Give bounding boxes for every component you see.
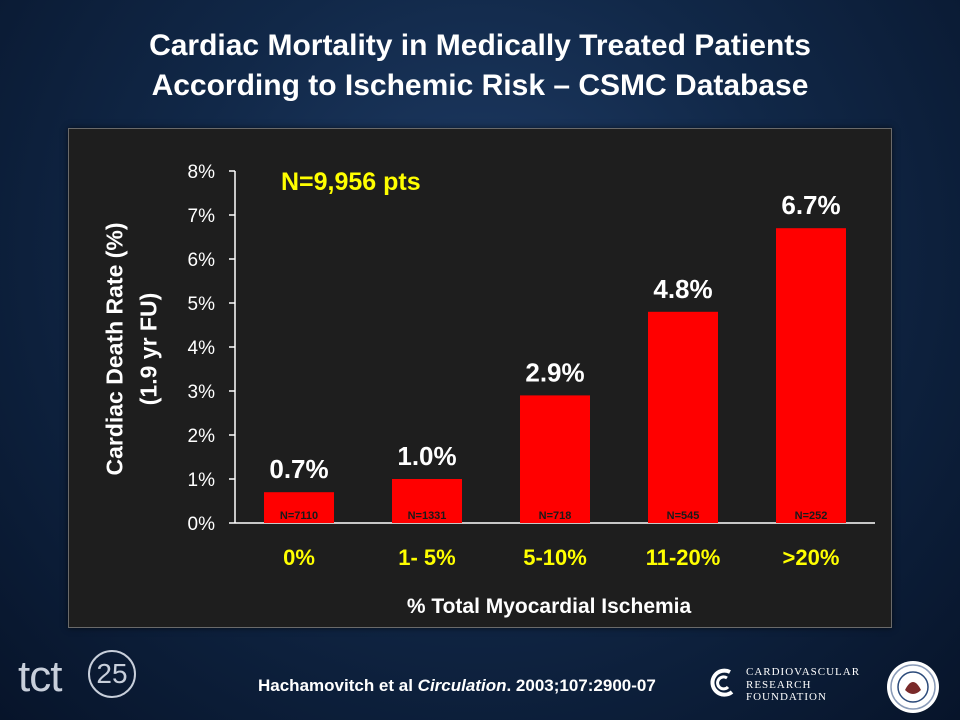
x-category-label: 1- 5%	[398, 545, 455, 570]
bar-value-label: 2.9%	[525, 357, 584, 387]
chart-panel: 0% 1% 2% 3% 4% 5% 6% 7% 8% 0.7% N=7110 0% 1.0% N=1331…	[68, 128, 892, 628]
bar	[392, 479, 462, 523]
y-tick-label: 1%	[188, 470, 216, 491]
citation-journal: Circulation	[417, 676, 507, 695]
y-tick-label: 7%	[188, 206, 216, 227]
bar	[648, 311, 718, 523]
bar-value-label: 4.8%	[653, 274, 712, 304]
bar-value-label: 6.7%	[781, 190, 840, 220]
crf-line-1: CARDIOVASCULAR	[746, 666, 861, 678]
tct-logo-number: 25	[88, 650, 136, 698]
y-tick-label: 2%	[188, 426, 216, 447]
slide-title: Cardiac Mortality in Medically Treated P…	[0, 26, 960, 106]
tct-logo-text: tct	[18, 652, 62, 701]
y-tick-label: 0%	[188, 514, 216, 535]
university-seal-icon	[887, 661, 939, 713]
bar	[520, 395, 590, 523]
bar-value-label: 0.7%	[269, 454, 328, 484]
crf-line-3: FOUNDATION	[746, 691, 827, 703]
x-category-label: 11-20%	[646, 545, 721, 570]
citation-details: . 2003;107:2900-07	[506, 676, 656, 695]
title-line-1: Cardiac Mortality in Medically Treated P…	[149, 29, 811, 62]
x-category-label: 5-10%	[523, 545, 587, 570]
bar-n-label: N=252	[795, 510, 828, 522]
bar-n-label: N=718	[539, 510, 572, 522]
crf-line-2: RESEARCH	[746, 678, 812, 691]
x-category-label: 0%	[283, 545, 315, 570]
bar-n-label: N=545	[667, 510, 700, 522]
bar-value-label: 1.0%	[397, 441, 456, 471]
bar-n-label: N=7110	[280, 510, 318, 522]
bar-n-label: N=1331	[408, 510, 447, 522]
bar	[264, 492, 334, 523]
y-tick-label: 3%	[188, 382, 216, 403]
title-line-2: According to Ischemic Risk – CSMC Databa…	[151, 69, 809, 102]
citation: Hachamovitch et al Circulation. 2003;107…	[258, 676, 656, 696]
bar-chart: 0% 1% 2% 3% 4% 5% 6% 7% 8% 0.7% N=7110 0% 1.0% N=1331…	[188, 162, 875, 618]
y-axis-label-line-2: (1.9 yr FU)	[135, 292, 162, 406]
x-category-label: >20%	[783, 545, 840, 570]
y-tick-label: 5%	[188, 294, 216, 315]
y-tick-label: 6%	[188, 250, 216, 271]
y-tick-label: 8%	[188, 162, 216, 183]
y-axis-label-line-1: Cardiac Death Rate (%)	[101, 222, 128, 476]
x-axis-title: % Total Myocardial Ischemia	[407, 595, 692, 618]
crf-logo-icon	[710, 668, 734, 697]
crf-logo-text: CARDIOVASCULAR RESEARCH FOUNDATION	[746, 666, 860, 704]
citation-authors: Hachamovitch et al	[258, 676, 418, 695]
sample-size-annotation: N=9,956 pts	[281, 168, 421, 196]
y-tick-label: 4%	[188, 338, 216, 359]
bar	[776, 228, 846, 523]
